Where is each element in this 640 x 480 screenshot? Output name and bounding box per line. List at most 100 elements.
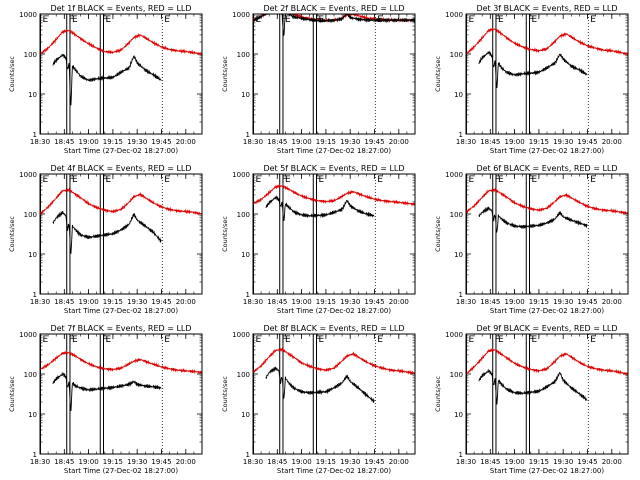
time-marker-label: E <box>319 175 325 185</box>
chart-panel: Det 5f BLACK = Events, RED = LLD 1 10 100 10… <box>221 164 416 315</box>
chart-panel: Det 1f BLACK = Events, RED = LLD 1 10 100 10… <box>8 4 203 155</box>
chart-title: Det 2f BLACK = Events, RED = LLD <box>263 4 404 13</box>
chart-data-layer <box>40 334 202 454</box>
chart-title: Det 7f BLACK = Events, RED = LLD <box>50 324 191 333</box>
y-tick-label: 100 <box>450 51 463 59</box>
y-axis-label: Counts/sec <box>221 216 229 252</box>
x-tick-label: 19:30 <box>127 138 147 146</box>
x-axis-label: Start Time (27-Dec-02 18:27:00) <box>64 307 178 315</box>
time-marker-label: F <box>315 335 320 345</box>
x-tick-label: 19:00 <box>292 138 312 146</box>
x-tick-label: 19:45 <box>577 458 597 466</box>
x-tick-label: 19:45 <box>151 298 171 306</box>
x-tick-label: 19:30 <box>127 458 147 466</box>
y-axis-label: Counts/sec <box>8 216 16 252</box>
time-marker-label: E <box>42 175 48 185</box>
x-tick-label: 20:00 <box>389 138 409 146</box>
x-tick-label: 19:15 <box>529 298 549 306</box>
chart-panel: Det 2f BLACK = Events, RED = LLD 1 10 100 10… <box>221 4 416 155</box>
chart-panel: Det 8f BLACK = Events, RED = LLD 1 10 100 10… <box>221 324 416 475</box>
x-tick-label: 19:15 <box>103 138 123 146</box>
time-marker-label: E <box>106 15 112 25</box>
x-tick-label: 19:45 <box>364 138 384 146</box>
x-tick-label: 20:00 <box>176 458 196 466</box>
y-tick-label: 1 <box>459 291 463 299</box>
time-marker-label: E <box>319 335 325 345</box>
time-marker-label: E <box>468 15 474 25</box>
y-tick-label: 1000 <box>19 331 37 339</box>
x-tick-label: 18:45 <box>54 458 74 466</box>
x-tick-label: 19:00 <box>79 458 99 466</box>
y-tick-label: 10 <box>241 411 250 419</box>
x-tick-label: 19:30 <box>553 458 573 466</box>
y-tick-label: 1 <box>246 451 250 459</box>
y-tick-label: 1000 <box>232 11 250 19</box>
y-tick-label: 10 <box>454 411 463 419</box>
y-tick-label: 10 <box>28 91 37 99</box>
x-tick-label: 18:45 <box>267 138 287 146</box>
y-tick-label: 1000 <box>232 331 250 339</box>
time-marker-label: F <box>282 175 287 185</box>
time-marker-label: F <box>315 175 320 185</box>
y-tick-label: 10 <box>28 411 37 419</box>
y-tick-label: 100 <box>237 371 250 379</box>
x-tick-label: 20:00 <box>602 458 622 466</box>
x-tick-label: 20:00 <box>602 138 622 146</box>
time-marker-label: E <box>42 335 48 345</box>
y-tick-label: 100 <box>24 211 37 219</box>
x-tick-label: 18:30 <box>243 138 263 146</box>
y-tick-label: 1000 <box>19 11 37 19</box>
x-tick-label: 18:30 <box>30 458 50 466</box>
x-tick-label: 19:45 <box>364 458 384 466</box>
y-tick-label: 100 <box>237 211 250 219</box>
x-tick-label: 19:30 <box>340 458 360 466</box>
lld-series-line <box>253 347 415 376</box>
y-axis-label: Counts/sec <box>434 376 442 412</box>
time-marker-label: F <box>282 335 287 345</box>
x-axis-label: Start Time (27-Dec-02 18:27:00) <box>490 467 604 475</box>
x-tick-label: 19:00 <box>79 138 99 146</box>
y-axis-label: Counts/sec <box>8 376 16 412</box>
x-tick-label: 19:30 <box>340 298 360 306</box>
y-tick-label: 1 <box>246 291 250 299</box>
x-tick-label: 19:45 <box>151 138 171 146</box>
x-tick-label: 20:00 <box>176 138 196 146</box>
chart-panel: Det 9f BLACK = Events, RED = LLD 1 10 100 10… <box>434 324 629 475</box>
time-marker-label: E <box>498 335 504 345</box>
x-tick-label: 18:45 <box>267 298 287 306</box>
time-marker-label: F <box>528 335 533 345</box>
time-marker-label: E <box>164 175 170 185</box>
x-tick-label: 19:15 <box>529 138 549 146</box>
x-axis-label: Start Time (27-Dec-02 18:27:00) <box>490 307 604 315</box>
chart-title: Det 1f BLACK = Events, RED = LLD <box>50 4 191 13</box>
x-tick-label: 19:30 <box>340 138 360 146</box>
events-series-line <box>478 50 588 88</box>
time-marker-label: E <box>319 15 325 25</box>
events-series-line <box>265 195 375 222</box>
y-tick-label: 1 <box>459 451 463 459</box>
y-tick-label: 10 <box>28 251 37 259</box>
x-tick-label: 19:15 <box>316 458 336 466</box>
time-marker-label: E <box>498 15 504 25</box>
events-series-line <box>52 53 162 106</box>
x-tick-label: 20:00 <box>176 298 196 306</box>
y-tick-label: 1 <box>33 451 37 459</box>
x-tick-label: 18:45 <box>480 458 500 466</box>
y-tick-label: 100 <box>450 371 463 379</box>
events-series-line <box>52 210 162 255</box>
time-marker-label: E <box>590 335 596 345</box>
x-tick-label: 19:15 <box>316 138 336 146</box>
lld-series-line <box>466 27 628 57</box>
x-tick-label: 19:00 <box>292 298 312 306</box>
time-marker-label: F <box>495 15 500 25</box>
plot-frame <box>39 173 203 295</box>
y-tick-label: 1000 <box>232 171 250 179</box>
y-tick-label: 100 <box>237 51 250 59</box>
x-tick-label: 18:45 <box>480 298 500 306</box>
x-tick-label: 18:45 <box>54 138 74 146</box>
x-tick-label: 18:45 <box>54 298 74 306</box>
lld-series-line <box>466 187 628 216</box>
x-axis-label: Start Time (27-Dec-02 18:27:00) <box>277 147 391 155</box>
